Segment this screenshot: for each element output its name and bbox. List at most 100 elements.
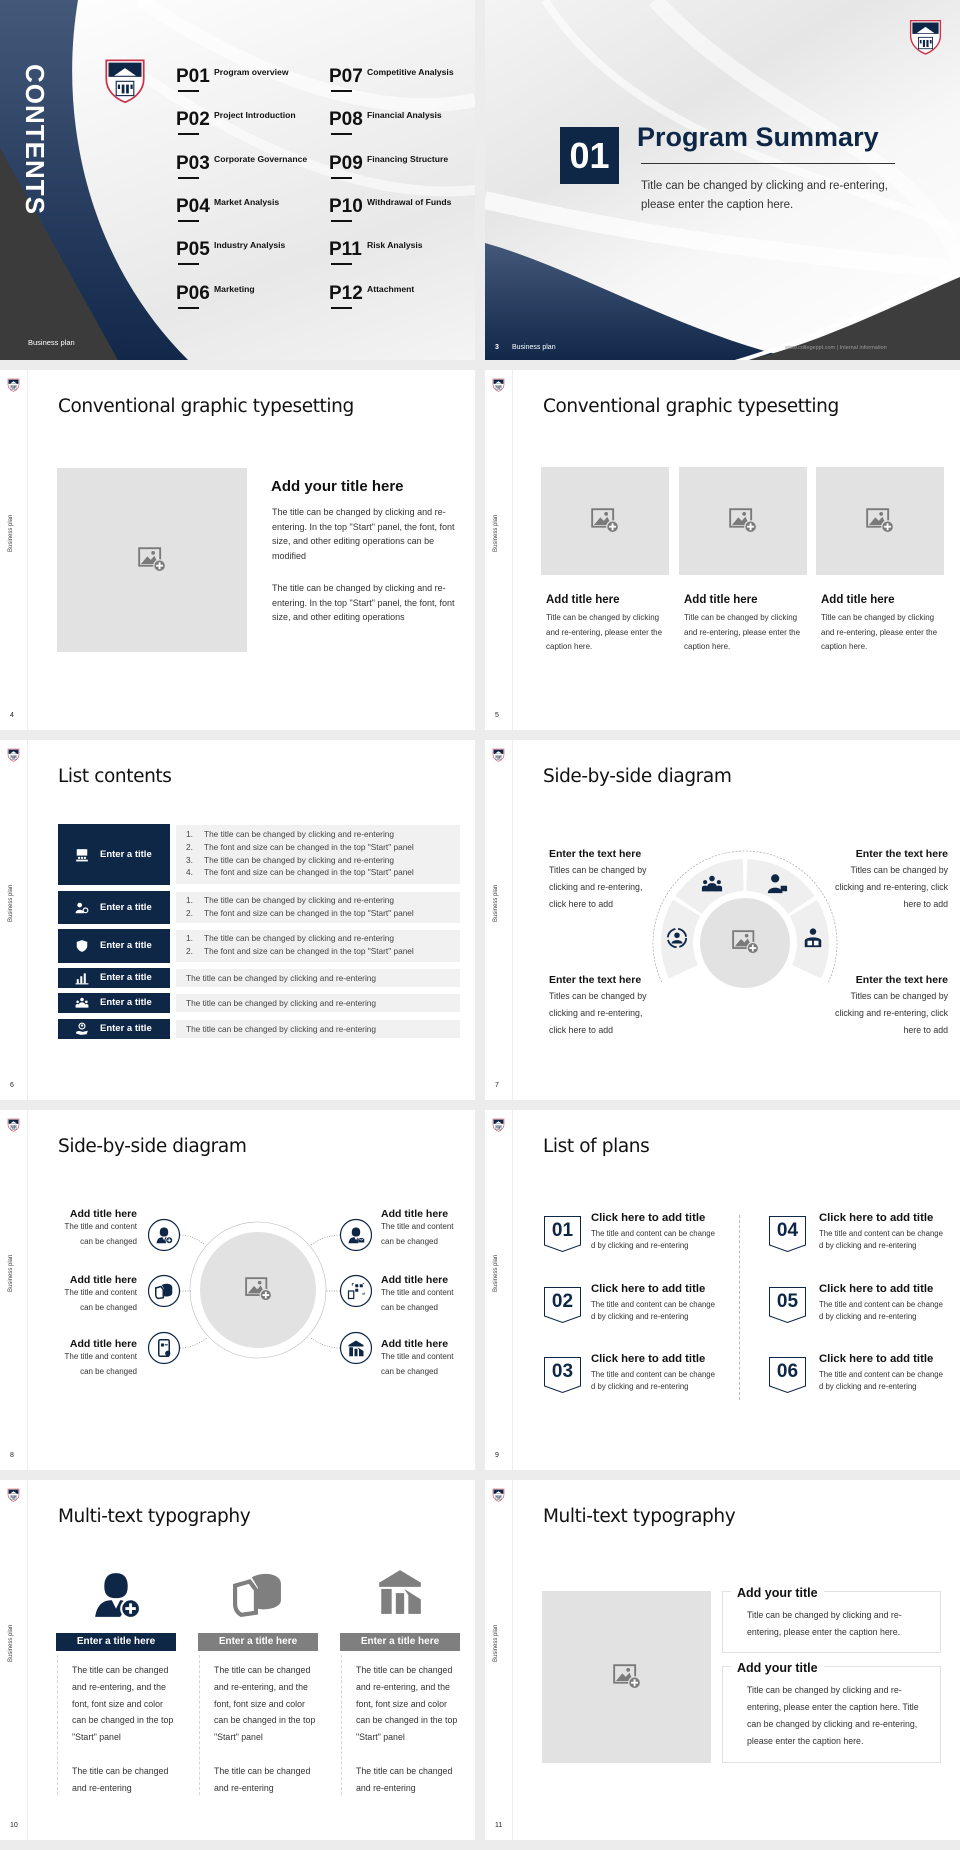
list-content-box: The title can be changed by clicking and… — [176, 969, 460, 987]
contents-item[interactable]: P06 Marketing — [176, 283, 321, 313]
store-icon — [347, 1339, 365, 1357]
plan-title[interactable]: Click here to add title — [591, 1283, 706, 1295]
contents-item-label: Risk Analysis — [367, 240, 423, 251]
contents-item[interactable]: P11 Risk Analysis — [329, 239, 474, 269]
contents-item[interactable]: P04 Market Analysis — [176, 196, 321, 226]
page-number: 4 — [10, 712, 14, 719]
section-number: 01 — [560, 127, 619, 184]
image-placeholder[interactable] — [542, 1591, 711, 1763]
school-logo — [7, 748, 21, 763]
contents-item[interactable]: P05 Industry Analysis — [176, 239, 321, 269]
shield-icon — [75, 939, 89, 953]
underline — [331, 90, 352, 92]
plan-title[interactable]: Click here to add title — [819, 1212, 934, 1224]
slide-5: Business plan 5 Conventional graphic types… — [485, 370, 960, 730]
slide-title: Conventional graphic typesetting — [543, 396, 839, 417]
number-badge — [544, 1357, 581, 1394]
icon-circle — [339, 1331, 373, 1365]
ring-segment[interactable] — [661, 899, 701, 979]
list-line-number: 2. — [186, 946, 193, 956]
plan-text: The title and content can be changed by … — [591, 1300, 715, 1321]
contents-item-label: Project Introduction — [214, 110, 296, 121]
school-logo — [492, 378, 506, 393]
list-title-box[interactable]: Enter a title — [58, 929, 170, 963]
list-content-box: 1. The title can be changed by clicking a… — [176, 825, 460, 884]
plan-title[interactable]: Click here to add title — [591, 1353, 706, 1365]
background-shapes — [485, 0, 960, 360]
image-placeholder-icon — [245, 1277, 272, 1307]
reader-icon — [802, 927, 824, 949]
content-paragraph: The title can be changed by clicking and… — [272, 583, 455, 623]
text-block: Enter the text here Titles can be changed… — [549, 974, 661, 1038]
school-logo — [492, 1118, 506, 1133]
plan-title[interactable]: Click here to add title — [819, 1353, 934, 1365]
underline — [178, 263, 199, 266]
diagram-item-title: Add title here — [69, 1338, 137, 1350]
text-box: Add your title Title can be changed by cl… — [722, 1661, 941, 1763]
contents-item-code: P02 — [176, 109, 210, 131]
image-placeholder[interactable] — [57, 468, 247, 652]
contents-item[interactable]: P10 Withdrawal of Funds — [329, 196, 474, 226]
contents-item[interactable]: P09 Financing Structure — [329, 153, 474, 183]
list-line-number: 1. — [186, 829, 193, 840]
underline — [331, 176, 352, 179]
badge-number: 02 — [551, 1291, 574, 1312]
school-logo — [7, 378, 21, 393]
footer-url: www.collegeppt.com | Internal informatio… — [785, 345, 887, 351]
plan-text: The title and content can be changed by … — [591, 1370, 715, 1391]
plan-title[interactable]: Click here to add title — [819, 1283, 934, 1295]
background-shapes — [0, 0, 475, 360]
list-title-label: Enter a title — [100, 972, 152, 983]
contents-item[interactable]: P12 Attachment — [329, 283, 474, 313]
slide-section-program-summary: 01 Program Summary Title can be changed by… — [485, 0, 960, 360]
number-badge — [769, 1216, 806, 1253]
list-title-box[interactable]: Enter a title — [58, 824, 170, 885]
contents-item[interactable]: P08 Financial Analysis — [329, 109, 474, 139]
contents-item-code: P06 — [176, 282, 210, 304]
school-logo — [492, 748, 506, 763]
contents-item-label: Financing Structure — [367, 153, 449, 164]
school-logo — [7, 1488, 21, 1503]
list-line-number: 2. — [186, 907, 193, 918]
contents-item[interactable]: P03 Corporate Governance — [176, 153, 321, 183]
text-box-title: Add your title — [731, 1661, 824, 1675]
list-title-label: Enter a title — [100, 940, 152, 951]
column-header: Enter a title here — [340, 1633, 460, 1651]
image-placeholder[interactable] — [541, 467, 669, 575]
page-number: 5 — [495, 712, 499, 719]
column-paragraph: The title can be changed and re-entering… — [356, 1665, 458, 1743]
image-placeholder-icon — [732, 930, 759, 960]
plan-text: The title and content can be changed by … — [591, 1229, 715, 1250]
list-title-box[interactable]: Enter a title — [58, 1019, 170, 1039]
title-divider — [641, 163, 895, 164]
list-title-box[interactable]: Enter a title — [58, 968, 170, 988]
text-box-body: Title can be changed by clicking and re-… — [747, 1685, 919, 1746]
footer-label: Business plan — [493, 514, 499, 552]
plan-title[interactable]: Click here to add title — [591, 1212, 706, 1224]
dotted-connector — [179, 1234, 206, 1246]
contents-item-code: P08 — [329, 109, 363, 131]
list-title-label: Enter a title — [100, 1023, 152, 1034]
contents-item[interactable]: P02 Project Introduction — [176, 109, 321, 139]
contents-heading: CONTENTS — [20, 64, 50, 215]
card-title: Add title here — [684, 594, 758, 606]
list-title-box[interactable]: Enter a title — [58, 993, 170, 1013]
number-badge — [544, 1216, 581, 1253]
diagram-item-title: Add title here — [381, 1208, 449, 1220]
contents-item[interactable]: P07 Competitive Analysis — [329, 66, 474, 96]
contents-item-code: P12 — [329, 282, 363, 304]
school-logo — [7, 1118, 21, 1133]
ring-segment[interactable] — [746, 859, 815, 914]
column-dashed-border — [199, 1655, 200, 1795]
contents-item[interactable]: P01 Program overview — [176, 66, 321, 96]
card-text: Title can be changed by clicking and re-… — [546, 613, 663, 651]
list-title-box[interactable]: Enter a title — [58, 891, 170, 924]
slide-8: Business plan 8 Side-by-side diagram Add ti… — [0, 1110, 475, 1470]
image-placeholder[interactable] — [679, 467, 807, 575]
slide-title: Multi-text typography — [543, 1506, 736, 1527]
diagram-item-text: The title and content can be changed — [381, 1222, 454, 1246]
image-placeholder[interactable] — [816, 467, 944, 575]
hand-user-icon — [75, 1022, 89, 1036]
pie-chart-3d-icon — [155, 1282, 173, 1300]
team-icon — [75, 996, 89, 1010]
